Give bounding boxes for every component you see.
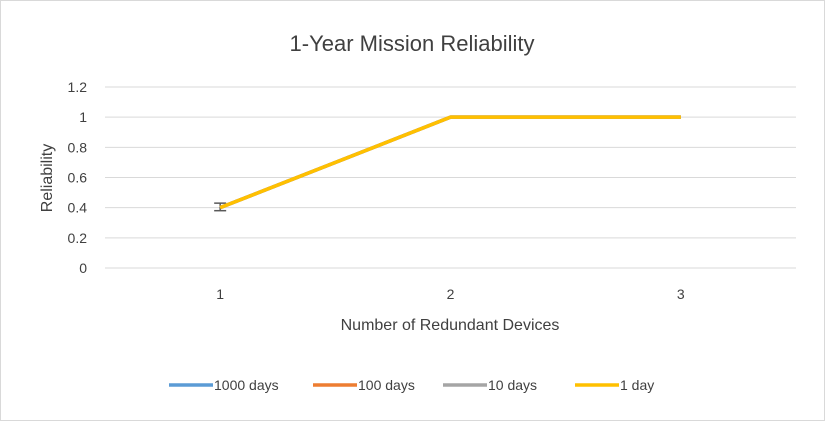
y-axis-label: Reliability bbox=[39, 144, 56, 212]
chart-title: 1-Year Mission Reliability bbox=[290, 31, 535, 56]
legend-label: 10 days bbox=[488, 377, 537, 393]
series-line-2 bbox=[219, 115, 681, 210]
legend-item: 1000 days bbox=[169, 377, 279, 393]
y-tick-label: 0 bbox=[79, 260, 87, 276]
gridlines bbox=[105, 86, 796, 269]
series-lines bbox=[219, 115, 681, 210]
y-tick-label: 1 bbox=[79, 109, 87, 125]
legend-label: 1000 days bbox=[214, 377, 279, 393]
x-axis-label: Number of Redundant Devices bbox=[341, 317, 560, 334]
y-tick-label: 0.6 bbox=[68, 170, 88, 186]
x-tick-label: 3 bbox=[677, 286, 685, 302]
x-tick-label: 2 bbox=[447, 286, 455, 302]
y-tick-label: 1.2 bbox=[68, 79, 88, 95]
legend-item: 10 days bbox=[443, 377, 537, 393]
legend-label: 1 day bbox=[620, 377, 654, 393]
legend: 1000 days 100 days 10 days 1 day bbox=[169, 377, 654, 393]
y-axis-ticks: 0 0.2 0.4 0.6 0.8 1 1.2 bbox=[68, 79, 88, 276]
series-line-1 bbox=[219, 115, 681, 210]
series-line-3 bbox=[219, 115, 681, 210]
legend-label: 100 days bbox=[358, 377, 415, 393]
legend-item: 100 days bbox=[313, 377, 415, 393]
legend-item: 1 day bbox=[575, 377, 654, 393]
series-line-0 bbox=[219, 115, 681, 210]
y-tick-label: 0.2 bbox=[68, 230, 88, 246]
x-tick-label: 1 bbox=[216, 286, 224, 302]
y-tick-label: 0.8 bbox=[68, 139, 88, 155]
x-axis-ticks: 1 2 3 bbox=[216, 286, 685, 302]
y-tick-label: 0.4 bbox=[68, 200, 88, 216]
